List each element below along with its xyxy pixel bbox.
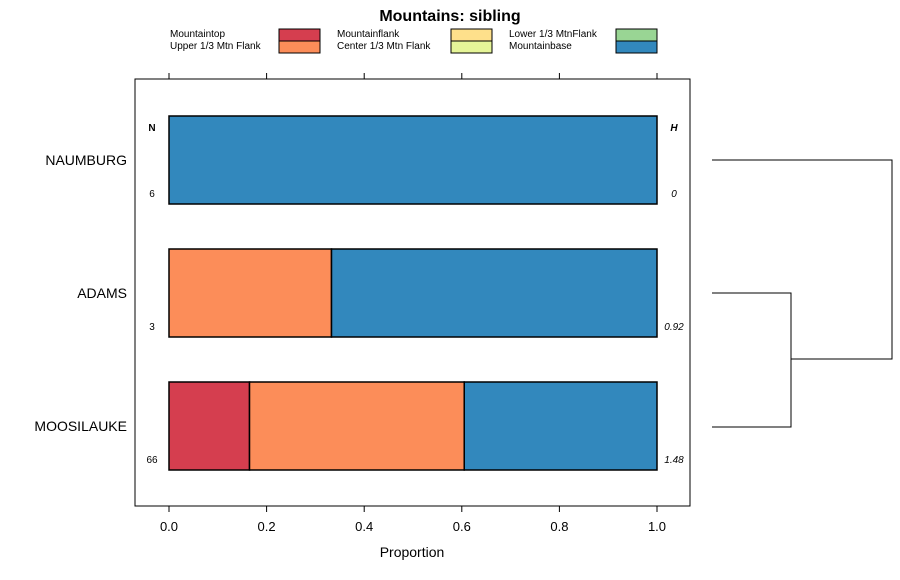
legend-swatch [278, 40, 321, 54]
legend-swatch [450, 28, 493, 42]
legend-label: Center 1/3 Mtn Flank [337, 41, 431, 52]
x-tick-label: 0.8 [550, 519, 568, 534]
n-header: N [148, 123, 155, 134]
bar-segment [463, 381, 658, 471]
x-tick-label: 0.2 [258, 519, 276, 534]
legend-label: Lower 1/3 MtnFlank [509, 29, 598, 40]
legend-label: Mountainbase [509, 41, 572, 52]
h-header: H [670, 123, 678, 134]
bar-segment [168, 115, 658, 205]
bar-segment [248, 381, 465, 471]
x-tick-label: 0.6 [453, 519, 471, 534]
legend-swatch [615, 28, 658, 42]
legend-swatch [615, 40, 658, 54]
dendrogram-branch-adams-moosilauke [712, 292, 792, 428]
x-tick-label: 0.4 [355, 519, 373, 534]
category-label: NAUMBURG [45, 152, 127, 168]
legend-label: Mountainflank [337, 29, 400, 40]
legend-label: Upper 1/3 Mtn Flank [170, 41, 262, 52]
x-tick-label: 1.0 [648, 519, 666, 534]
n-value: 3 [149, 322, 155, 333]
bar-segment [330, 248, 658, 338]
row-labels: NAUMBURG 6 0 ADAMS 3 0.92 MOOSILAUKE 66 1.48 [34, 152, 684, 466]
h-value: 1.48 [664, 455, 684, 466]
category-label: MOOSILAUKE [34, 418, 127, 434]
bars [168, 115, 658, 471]
legend-label: Mountaintop [170, 29, 225, 40]
plot-frame [134, 78, 691, 507]
legend-swatch [450, 40, 493, 54]
x-axis-title: Proportion [380, 544, 445, 560]
x-axis: 0.0 0.2 0.4 0.6 0.8 1.0 [160, 73, 666, 534]
dendrogram-branch-naumburg [712, 159, 893, 360]
category-label: ADAMS [77, 285, 127, 301]
n-value: 66 [146, 455, 158, 466]
h-value: 0 [671, 189, 677, 200]
x-tick-label: 0.0 [160, 519, 178, 534]
legend-swatch [278, 28, 321, 42]
dendrogram [712, 159, 893, 428]
bar-segment [168, 248, 333, 338]
chart-title: Mountains: sibling [379, 8, 520, 25]
n-value: 6 [149, 189, 155, 200]
bar-segment [168, 381, 251, 471]
h-value: 0.92 [664, 322, 684, 333]
